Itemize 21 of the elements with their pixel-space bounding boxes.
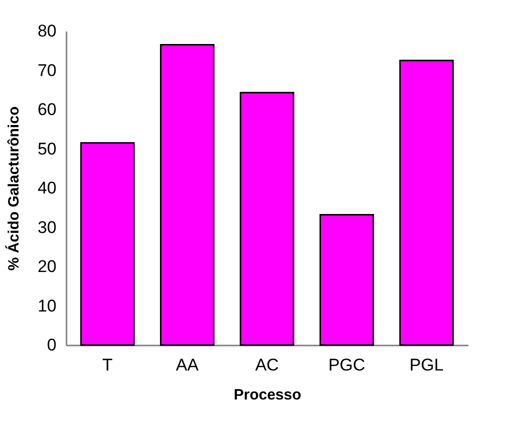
y-tick-label: 50 bbox=[38, 139, 56, 158]
x-tick-label: AC bbox=[255, 356, 279, 374]
bar bbox=[399, 60, 454, 346]
x-tick-label: T bbox=[102, 356, 113, 374]
bar bbox=[240, 92, 294, 346]
y-tick-label: 60 bbox=[38, 100, 56, 119]
y-tick-label: 20 bbox=[38, 257, 56, 276]
y-tick-label: 80 bbox=[38, 22, 56, 40]
x-tick-label: AA bbox=[176, 356, 200, 374]
x-tick-label: PGC bbox=[328, 356, 366, 374]
y-axis-title: % Ácido Galacturônico bbox=[4, 106, 23, 271]
bar bbox=[320, 214, 374, 346]
x-axis-title: Processo bbox=[234, 386, 302, 404]
y-tick-label: 0 bbox=[47, 336, 56, 354]
bar bbox=[80, 142, 135, 346]
y-tick-label: 70 bbox=[38, 60, 56, 80]
x-tick-label: PGL bbox=[410, 356, 444, 374]
y-tick-label: 10 bbox=[38, 296, 56, 316]
y-tick-label: 40 bbox=[38, 178, 56, 198]
bar bbox=[160, 44, 214, 346]
y-tick-label: 30 bbox=[38, 218, 56, 237]
